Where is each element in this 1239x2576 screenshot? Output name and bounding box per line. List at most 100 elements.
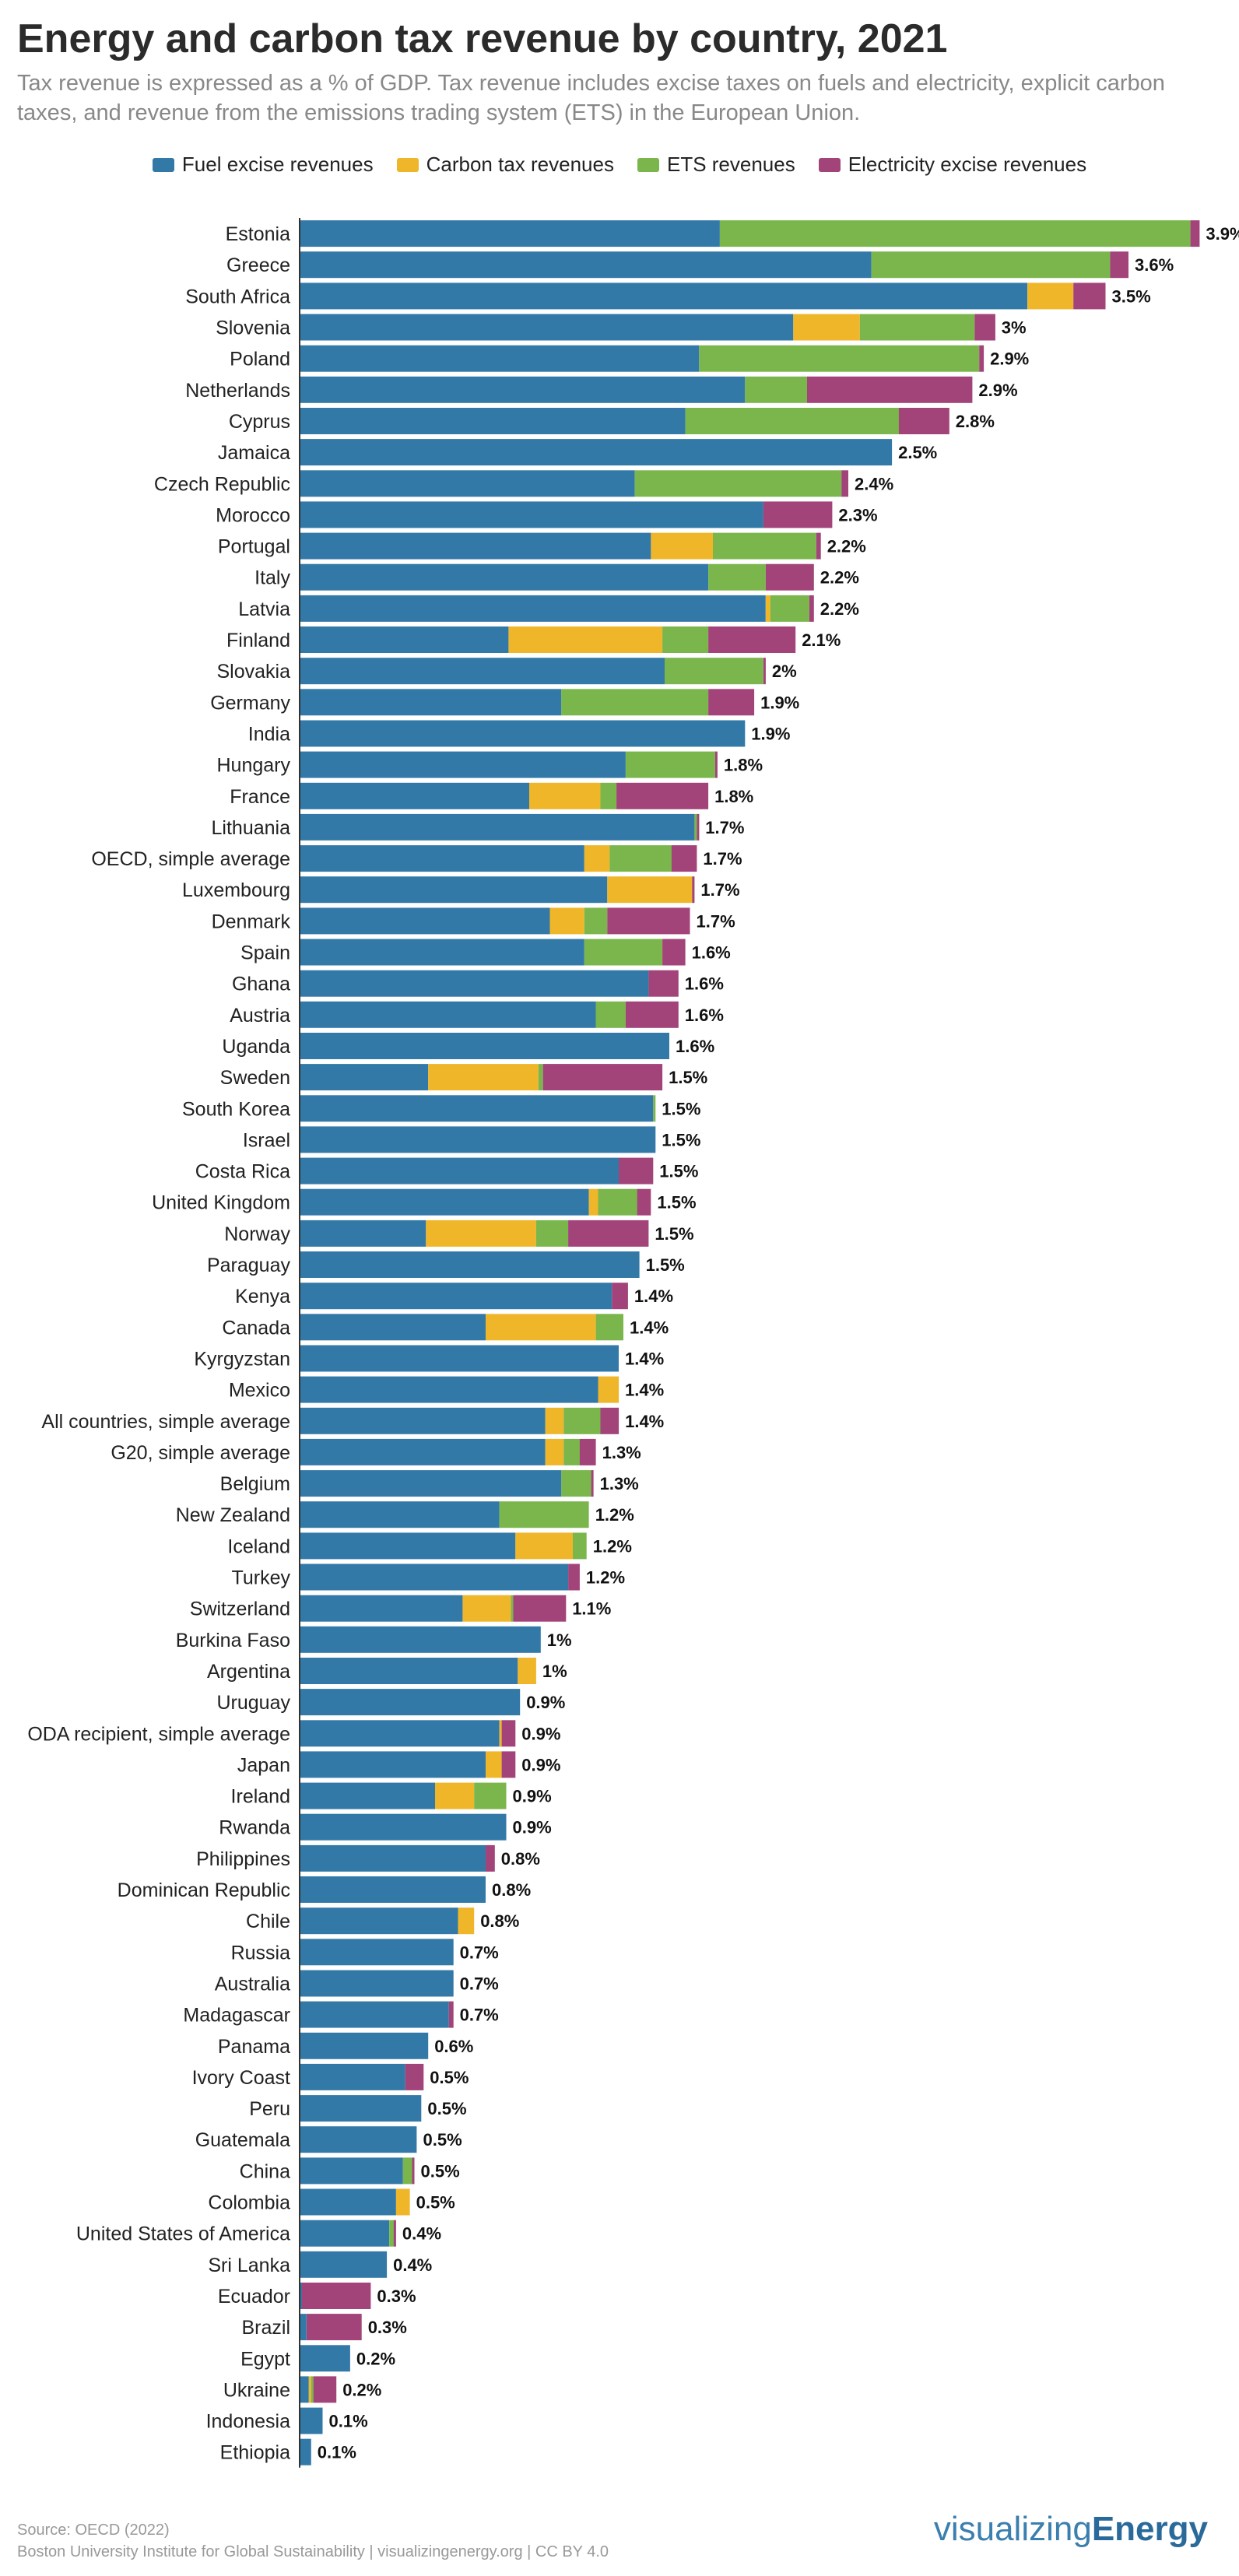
category-label-brazil: Brazil: [241, 2317, 290, 2339]
bar-peru-fuel-excise-revenues: [300, 2095, 422, 2122]
bar-denmark-ets-revenues: [584, 907, 608, 935]
bar-russia-fuel-excise-revenues: [300, 1939, 454, 1966]
bar-colombia-carbon-tax-revenues: [395, 2188, 410, 2216]
bar-cyprus-fuel-excise-revenues: [300, 408, 686, 434]
bar-cyprus-ets-revenues: [685, 408, 899, 434]
category-label-costa-rica: Costa Rica: [195, 1161, 290, 1183]
value-label-israel: 1.5%: [662, 1130, 700, 1149]
bar-france-fuel-excise-revenues: [300, 782, 529, 809]
value-label-mexico: 1.4%: [625, 1381, 664, 1400]
bar-all-countries-simple-average-ets-revenues: [563, 1407, 601, 1434]
category-label-norway: Norway: [224, 1223, 290, 1245]
bar-united-states-of-america-ets-revenues: [389, 2220, 394, 2247]
bar-estonia-fuel-excise-revenues: [300, 220, 720, 247]
bar-italy-ets-revenues: [708, 563, 766, 591]
bar-greece-electricity-excise-revenues: [1110, 251, 1128, 279]
category-label-ireland: Ireland: [231, 1786, 290, 1808]
bar-slovakia-electricity-excise-revenues: [763, 658, 766, 685]
category-label-morocco: Morocco: [216, 504, 290, 526]
bar-latvia-fuel-excise-revenues: [300, 595, 766, 622]
value-label-iceland: 1.2%: [593, 1536, 632, 1556]
bar-hungary-fuel-excise-revenues: [300, 751, 626, 778]
category-label-ukraine: Ukraine: [223, 2379, 290, 2401]
bar-philippines-electricity-excise-revenues: [486, 1844, 495, 1872]
bar-portugal-fuel-excise-revenues: [300, 532, 651, 560]
bar-all-countries-simple-average-electricity-excise-revenues: [600, 1407, 620, 1434]
bar-denmark-electricity-excise-revenues: [607, 907, 690, 935]
legend: Fuel excise revenues Carbon tax revenues…: [0, 153, 1239, 177]
bar-g20-simple-average-carbon-tax-revenues: [545, 1438, 564, 1465]
bar-italy-fuel-excise-revenues: [300, 563, 709, 591]
value-label-belgium: 1.3%: [600, 1474, 639, 1493]
category-label-slovenia: Slovenia: [216, 318, 290, 339]
bar-luxembourg-carbon-tax-revenues: [607, 876, 693, 904]
value-label-kenya: 1.4%: [634, 1286, 673, 1306]
bar-cyprus-electricity-excise-revenues: [898, 408, 949, 434]
bar-germany-electricity-excise-revenues: [708, 689, 755, 716]
bar-austria-electricity-excise-revenues: [625, 1001, 679, 1028]
category-label-cyprus: Cyprus: [229, 411, 290, 433]
bar-france-carbon-tax-revenues: [529, 782, 601, 809]
category-label-luxembourg: Luxembourg: [182, 879, 290, 901]
legend-item-electricity-excise: Electricity excise revenues: [818, 153, 1087, 177]
legend-label-electricity-excise: Electricity excise revenues: [848, 153, 1087, 176]
category-label-lithuania: Lithuania: [212, 817, 291, 839]
bar-belgium-electricity-excise-revenues: [591, 1470, 594, 1497]
bar-chile-fuel-excise-revenues: [300, 1907, 458, 1935]
bar-rwanda-fuel-excise-revenues: [300, 1813, 507, 1841]
bar-madagascar-fuel-excise-revenues: [300, 2001, 449, 2028]
value-label-egypt: 0.2%: [356, 2349, 395, 2368]
bar-slovenia-carbon-tax-revenues: [793, 314, 860, 341]
value-label-russia: 0.7%: [460, 1943, 499, 1962]
value-label-madagascar: 0.7%: [460, 2006, 499, 2025]
value-label-luxembourg: 1.7%: [700, 880, 739, 900]
value-label-jamaica: 2.5%: [898, 443, 937, 462]
legend-swatch-fuel-excise: [152, 157, 174, 172]
value-label-indonesia: 0.1%: [329, 2412, 368, 2431]
legend-item-ets: ETS revenues: [637, 153, 795, 177]
category-label-ivory-coast: Ivory Coast: [192, 2067, 290, 2089]
bar-australia-fuel-excise-revenues: [300, 1970, 454, 1997]
value-label-greece: 3.6%: [1135, 255, 1174, 275]
bar-united-kingdom-carbon-tax-revenues: [588, 1188, 598, 1216]
bar-latvia-carbon-tax-revenues: [765, 595, 770, 622]
category-label-g20-simple-average: G20, simple average: [111, 1442, 290, 1464]
bar-g20-simple-average-fuel-excise-revenues: [300, 1438, 546, 1465]
bar-greece-ets-revenues: [871, 251, 1111, 279]
value-label-india: 1.9%: [751, 724, 790, 743]
category-label-south-africa: South Africa: [185, 286, 290, 307]
bar-jamaica-fuel-excise-revenues: [300, 439, 893, 466]
legend-item-fuel-excise: Fuel excise revenues: [152, 153, 374, 177]
bar-south-africa-carbon-tax-revenues: [1027, 283, 1074, 310]
bar-germany-ets-revenues: [561, 689, 709, 716]
value-label-burkina-faso: 1%: [547, 1630, 572, 1650]
bar-spain-ets-revenues: [584, 939, 663, 966]
value-label-guatemala: 0.5%: [423, 2130, 462, 2150]
bar-norway-ets-revenues: [535, 1220, 569, 1247]
category-label-dominican-republic: Dominican Republic: [118, 1879, 290, 1901]
bar-austria-ets-revenues: [595, 1001, 626, 1028]
category-label-finland: Finland: [226, 630, 290, 651]
category-label-poland: Poland: [230, 349, 290, 370]
bar-brazil-electricity-excise-revenues: [306, 2314, 362, 2341]
category-label-japan: Japan: [237, 1754, 290, 1776]
bar-oda-recipient-simple-average-electricity-excise-revenues: [501, 1720, 516, 1747]
value-label-rwanda: 0.9%: [513, 1818, 552, 1837]
value-label-panama: 0.6%: [434, 2037, 473, 2056]
bar-luxembourg-electricity-excise-revenues: [692, 876, 695, 904]
category-label-spain: Spain: [240, 942, 290, 964]
category-label-colombia: Colombia: [208, 2192, 290, 2214]
bar-ecuador-electricity-excise-revenues: [301, 2283, 371, 2309]
value-label-canada: 1.4%: [630, 1318, 669, 1337]
value-label-sri-lanka: 0.4%: [393, 2255, 432, 2275]
bar-czech-republic-fuel-excise-revenues: [300, 470, 635, 497]
value-label-south-korea: 1.5%: [662, 1099, 700, 1118]
bar-ukraine-ets-revenues: [311, 2376, 314, 2403]
bar-mexico-carbon-tax-revenues: [598, 1376, 620, 1403]
bar-luxembourg-fuel-excise-revenues: [300, 876, 608, 904]
bar-norway-carbon-tax-revenues: [426, 1220, 536, 1247]
bar-ghana-fuel-excise-revenues: [300, 970, 649, 997]
value-label-portugal: 2.2%: [827, 537, 866, 556]
value-label-latvia: 2.2%: [820, 599, 859, 619]
bar-czech-republic-electricity-excise-revenues: [841, 470, 848, 497]
